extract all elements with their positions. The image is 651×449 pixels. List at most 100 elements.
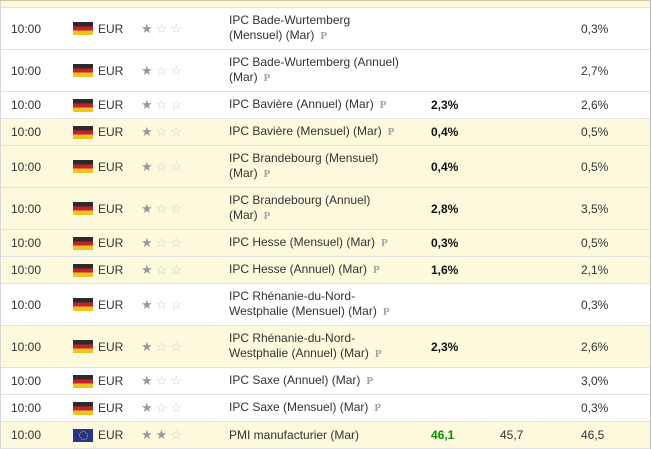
preliminary-icon: P [374, 348, 382, 360]
previous-value: 46,5 [581, 428, 605, 442]
currency-label: EUR [98, 159, 124, 174]
calendar-row[interactable]: 10:00 EUR ★☆☆ IPC Saxe (Annuel) (Mar) P 3… [1, 368, 650, 395]
event-name[interactable]: IPC Bavière (Annuel) (Mar) [229, 97, 374, 111]
previous-value: 0,3% [581, 401, 609, 415]
event-time: 10:00 [11, 21, 42, 36]
star-empty-icon: ☆ [170, 97, 185, 112]
germany-flag-icon [73, 202, 93, 215]
star-filled-icon: ★ [141, 338, 156, 354]
event-cell[interactable]: IPC Bavière (Mensuel) (Mar) P [229, 119, 429, 145]
calendar-row[interactable]: 10:00 EUR ★☆☆ IPC Bade-Wurtemberg (Mensu… [1, 8, 650, 50]
previous-value: 0,3% [581, 297, 609, 312]
currency-cell: EUR [65, 340, 141, 354]
event-cell[interactable]: IPC Brandebourg (Annuel) (Mar) P [229, 188, 429, 229]
preliminary-icon: P [387, 126, 395, 138]
calendar-row[interactable]: 10:00 EUR ★☆☆ IPC Hesse (Mensuel) (Mar) P… [1, 230, 650, 257]
currency-label: EUR [98, 21, 124, 36]
star-filled-icon: ★ [155, 427, 171, 442]
star-empty-icon: ☆ [170, 158, 185, 174]
star-filled-icon: ★ [141, 296, 156, 312]
event-name[interactable]: IPC Hesse (Annuel) (Mar) [229, 262, 368, 276]
previous-value: 0,5% [581, 159, 609, 174]
star-empty-icon: ☆ [170, 124, 185, 139]
previous-value: 0,5% [581, 125, 609, 139]
event-cell[interactable]: IPC Bavière (Annuel) (Mar) P [229, 92, 429, 118]
event-name[interactable]: IPC Rhénanie-du-Nord-Westphalie (Annuel)… [229, 331, 369, 360]
preliminary-icon: P [373, 264, 380, 276]
event-name[interactable]: IPC Brandebourg (Annuel) (Mar) [229, 193, 371, 222]
event-cell[interactable]: IPC Saxe (Mensuel) (Mar) P [229, 395, 429, 421]
event-time: 10:00 [11, 339, 42, 354]
event-name[interactable]: IPC Bade-Wurtemberg (Mensuel) (Mar) [229, 13, 351, 42]
importance-rating: ★☆☆ [141, 97, 229, 113]
calendar-row[interactable]: 10:00 EUR ★☆☆ IPC Rhénanie-du-Nord-Westp… [1, 284, 650, 326]
european-union-flag-icon [73, 428, 93, 442]
star-empty-icon: ☆ [155, 338, 171, 354]
event-name[interactable]: IPC Saxe (Annuel) (Mar) [229, 373, 361, 387]
star-filled-icon: ★ [141, 235, 156, 250]
event-cell[interactable]: IPC Hesse (Mensuel) (Mar) P [229, 230, 429, 256]
currency-cell: EUR [65, 298, 141, 312]
germany-flag-icon [73, 22, 93, 35]
event-name[interactable]: IPC Bavière (Mensuel) (Mar) [229, 124, 382, 138]
star-filled-icon: ★ [141, 62, 156, 78]
event-cell[interactable]: IPC Rhénanie-du-Nord-Westphalie (Mensuel… [229, 284, 429, 325]
event-cell[interactable]: PMI manufacturier (Mar) [229, 423, 429, 448]
event-name[interactable]: IPC Bade-Wurtemberg (Annuel) (Mar) [229, 55, 399, 84]
calendar-row[interactable]: 10:00 EUR ★☆☆ IPC Hesse (Annuel) (Mar) P … [1, 257, 650, 284]
calendar-row[interactable]: 10:00 EUR ★☆☆ IPC Bade-Wurtemberg (Annue… [1, 50, 650, 92]
event-cell[interactable]: IPC Bade-Wurtemberg (Mensuel) (Mar) P [229, 8, 429, 49]
star-empty-icon: ☆ [155, 262, 171, 277]
currency-cell: EUR [65, 401, 141, 415]
event-time: 10:00 [11, 428, 42, 442]
currency-label: EUR [98, 63, 124, 78]
calendar-row[interactable]: 10:00 EUR ★☆☆ IPC Brandebourg (Annuel) (… [1, 188, 650, 230]
star-empty-icon: ☆ [170, 427, 185, 442]
event-name[interactable]: IPC Saxe (Mensuel) (Mar) [229, 400, 369, 414]
star-filled-icon: ★ [141, 97, 156, 112]
event-name[interactable]: IPC Rhénanie-du-Nord-Westphalie (Mensuel… [229, 289, 377, 318]
event-name[interactable]: PMI manufacturier (Mar) [229, 427, 360, 442]
preliminary-icon: P [381, 237, 388, 249]
previous-value: 0,5% [581, 236, 609, 250]
calendar-row[interactable]: 10:00 EUR ★★☆ PMI manufacturier (Mar) 46… [1, 422, 650, 449]
event-cell[interactable]: IPC Bade-Wurtemberg (Annuel) (Mar) P [229, 50, 429, 91]
star-empty-icon: ☆ [155, 235, 171, 250]
preliminary-icon: P [263, 72, 271, 84]
calendar-row[interactable]: 10:00 EUR ★☆☆ IPC Rhénanie-du-Nord-Westp… [1, 326, 650, 368]
calendar-row[interactable]: 10:00 EUR ★☆☆ IPC Saxe (Mensuel) (Mar) P … [1, 395, 650, 422]
currency-label: EUR [98, 297, 124, 312]
currency-label: EUR [98, 401, 124, 415]
event-name[interactable]: IPC Brandebourg (Mensuel) (Mar) [229, 151, 379, 180]
event-name[interactable]: IPC Hesse (Mensuel) (Mar) [229, 235, 376, 249]
preliminary-icon: P [379, 99, 387, 111]
star-empty-icon: ☆ [170, 338, 185, 354]
event-cell[interactable]: IPC Rhénanie-du-Nord-Westphalie (Annuel)… [229, 326, 429, 367]
preliminary-icon: P [320, 30, 328, 42]
previous-value: 2,1% [581, 263, 609, 277]
star-empty-icon: ☆ [155, 373, 171, 388]
calendar-row[interactable]: 10:00 EUR ★☆☆ IPC Bavière (Annuel) (Mar)… [1, 92, 650, 119]
forecast-value: 45,7 [500, 428, 524, 442]
event-time: 10:00 [11, 125, 42, 139]
preliminary-icon: P [374, 402, 382, 414]
star-empty-icon: ☆ [155, 97, 171, 112]
event-cell[interactable]: IPC Hesse (Annuel) (Mar) P [229, 257, 429, 283]
importance-rating: ★☆☆ [141, 262, 229, 278]
germany-flag-icon [73, 64, 93, 77]
previous-value: 2,6% [581, 339, 609, 354]
star-empty-icon: ☆ [170, 262, 185, 277]
germany-flag-icon [73, 374, 93, 388]
currency-cell: EUR [65, 160, 141, 174]
calendar-row[interactable]: 10:00 EUR ★☆☆ IPC Bavière (Mensuel) (Mar… [1, 119, 650, 146]
importance-rating: ★☆☆ [141, 400, 229, 416]
event-cell[interactable]: IPC Saxe (Annuel) (Mar) P [229, 368, 429, 394]
germany-flag-icon [73, 236, 93, 250]
germany-flag-icon [73, 401, 93, 415]
event-time: 10:00 [11, 98, 42, 112]
star-empty-icon: ☆ [155, 400, 171, 415]
star-filled-icon: ★ [141, 262, 156, 277]
event-cell[interactable]: IPC Brandebourg (Mensuel) (Mar) P [229, 146, 429, 187]
calendar-row[interactable]: 10:00 EUR ★☆☆ IPC Brandebourg (Mensuel) … [1, 146, 650, 188]
star-empty-icon: ☆ [170, 200, 185, 216]
